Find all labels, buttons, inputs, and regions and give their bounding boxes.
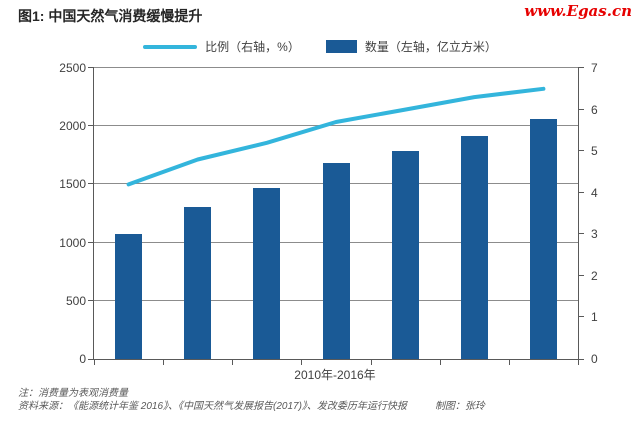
right-axis-tick: [578, 67, 584, 68]
site-watermark: www.Egas.cn: [524, 2, 632, 20]
x-axis-tick: [578, 360, 579, 365]
bar-2014: [391, 150, 419, 359]
bar-2016: [529, 119, 557, 359]
credit-text: 制图：张玲: [434, 401, 485, 412]
x-axis-label: 2010年-2016年: [294, 368, 376, 382]
right-axis-tick: [578, 274, 584, 276]
right-axis-tick-label: 1: [591, 310, 598, 325]
legend-item-quantity: 数量（左轴，亿立方米）: [325, 38, 497, 55]
left-axis-tick: [88, 67, 94, 68]
right-axis-tick-label: 6: [591, 102, 598, 117]
right-axis-tick-label: 3: [591, 227, 598, 242]
left-axis-tick: [88, 125, 94, 127]
right-axis-tick: [578, 233, 584, 235]
left-axis-tick-label: 1000: [59, 235, 86, 250]
x-axis-tick: [301, 360, 303, 365]
right-axis-tick: [578, 359, 584, 360]
legend-label-quantity: 数量（左轴，亿立方米）: [364, 40, 497, 54]
x-axis-tick: [439, 360, 441, 365]
right-axis-tick: [578, 316, 584, 318]
ratio-line-series: [126, 86, 546, 187]
left-axis-tick-label: 2000: [59, 119, 86, 134]
left-axis-tick-label: 0: [79, 352, 86, 366]
right-axis-tick-label: 4: [591, 185, 598, 200]
left-axis-tick-label: 1500: [59, 177, 86, 192]
right-axis-tick: [578, 108, 584, 110]
x-axis-tick: [370, 360, 372, 365]
chart-legend: 比例（右轴，%） 数量（左轴，亿立方米）: [0, 38, 640, 55]
right-axis-tick: [578, 191, 584, 193]
source-line: 资料来源：《能源统计年鉴 2016》、《中国天然气发展报告(2017)》、发改委…: [18, 400, 485, 413]
left-axis-tick: [88, 241, 94, 243]
left-axis-tick-label: 500: [65, 293, 86, 308]
note-line: 注：消费量为表观消费量: [18, 388, 128, 399]
left-axis-tick: [88, 359, 94, 360]
left-axis-tick: [88, 299, 94, 301]
bar-series-swatch-icon: [325, 40, 357, 53]
left-axis-tick-label: 2500: [59, 61, 86, 75]
x-axis-tick: [163, 360, 165, 365]
legend-item-ratio: 比例（右轴，%）: [143, 38, 300, 55]
right-axis-tick-label: 2: [591, 268, 598, 283]
gridline: [94, 125, 578, 127]
source-text: 资料来源：《能源统计年鉴 2016》、《中国天然气发展报告(2017)》、发改委…: [18, 401, 407, 412]
bar-2015: [460, 135, 488, 359]
left-axis-tick: [88, 183, 94, 185]
right-axis-tick-label: 5: [591, 144, 598, 159]
x-axis-tick: [232, 360, 234, 365]
bar-2012: [253, 187, 281, 359]
gridline: [94, 67, 578, 68]
figure-title: 图1: 中国天然气消费缓慢提升: [18, 8, 203, 24]
line-series-swatch-icon: [143, 44, 198, 49]
right-axis-tick: [578, 150, 584, 152]
plot-area: 0 500 1000 1500 2000 2500 0 1 2 3 4 5 6 7: [59, 61, 597, 366]
x-axis-tick: [508, 360, 510, 365]
legend-label-ratio: 比例（右轴，%）: [205, 40, 300, 54]
x-axis-tick: [94, 360, 95, 365]
bar-2011: [184, 206, 212, 359]
bar-2010: [115, 234, 143, 359]
right-axis-tick-label: 7: [591, 61, 598, 75]
footnotes: 注：消费量为表观消费量 资料来源：《能源统计年鉴 2016》、《中国天然气发展报…: [18, 387, 485, 413]
right-axis-tick-label: 0: [591, 352, 598, 366]
bar-2013: [322, 163, 350, 359]
